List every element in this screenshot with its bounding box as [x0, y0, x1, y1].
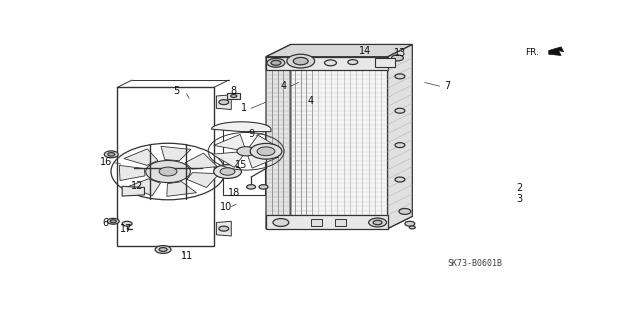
Circle shape — [250, 144, 282, 159]
Circle shape — [257, 147, 275, 156]
Polygon shape — [548, 47, 564, 56]
Polygon shape — [248, 153, 278, 168]
Text: 13: 13 — [394, 48, 406, 57]
Circle shape — [392, 55, 403, 61]
Circle shape — [395, 74, 405, 79]
Text: 4: 4 — [280, 81, 287, 91]
Text: 11: 11 — [180, 251, 193, 261]
Circle shape — [399, 209, 411, 214]
Bar — [266, 215, 388, 229]
Polygon shape — [120, 165, 145, 181]
Circle shape — [108, 152, 115, 156]
Text: 10: 10 — [220, 202, 232, 211]
Circle shape — [159, 248, 167, 251]
Polygon shape — [128, 179, 161, 196]
Text: 15: 15 — [235, 160, 248, 170]
Polygon shape — [122, 186, 145, 196]
Text: 2: 2 — [516, 183, 522, 193]
Polygon shape — [185, 153, 217, 169]
Circle shape — [395, 108, 405, 113]
Text: 18: 18 — [228, 188, 240, 198]
Circle shape — [395, 177, 405, 182]
Circle shape — [259, 185, 268, 189]
Circle shape — [373, 220, 382, 225]
Text: 5: 5 — [173, 86, 180, 96]
Bar — [335, 219, 346, 226]
Polygon shape — [249, 135, 280, 151]
Polygon shape — [187, 173, 219, 188]
Bar — [223, 129, 265, 196]
Polygon shape — [124, 149, 158, 165]
Circle shape — [405, 221, 415, 226]
Polygon shape — [216, 95, 231, 109]
Polygon shape — [227, 93, 240, 99]
Polygon shape — [388, 44, 412, 229]
Polygon shape — [214, 134, 244, 150]
Circle shape — [267, 58, 285, 67]
Circle shape — [231, 94, 237, 98]
Circle shape — [155, 246, 171, 254]
Circle shape — [214, 165, 241, 178]
Circle shape — [219, 100, 229, 105]
Circle shape — [410, 226, 415, 229]
Circle shape — [146, 160, 190, 182]
Circle shape — [220, 168, 235, 175]
Text: 3: 3 — [516, 194, 522, 204]
Text: 6: 6 — [103, 218, 109, 228]
Circle shape — [159, 167, 177, 176]
Circle shape — [104, 151, 118, 158]
Polygon shape — [211, 122, 271, 132]
Polygon shape — [216, 221, 231, 236]
Text: 7: 7 — [444, 81, 450, 91]
Text: 1: 1 — [241, 103, 247, 113]
Text: 17: 17 — [120, 224, 132, 234]
Polygon shape — [212, 152, 243, 167]
Text: 16: 16 — [100, 157, 113, 167]
Polygon shape — [161, 146, 191, 161]
Circle shape — [293, 57, 308, 65]
Text: 8: 8 — [230, 86, 237, 96]
Polygon shape — [375, 58, 395, 67]
Circle shape — [271, 60, 281, 65]
Circle shape — [369, 218, 387, 227]
Circle shape — [324, 60, 337, 66]
Text: SK73-B0601B: SK73-B0601B — [447, 258, 502, 268]
Circle shape — [273, 219, 289, 226]
Text: 9: 9 — [248, 129, 254, 139]
Text: FR.: FR. — [525, 48, 539, 57]
Bar — [266, 57, 388, 70]
Circle shape — [348, 60, 358, 64]
Polygon shape — [266, 216, 412, 229]
Polygon shape — [266, 44, 412, 57]
Polygon shape — [167, 182, 196, 197]
Text: 14: 14 — [359, 46, 371, 56]
Circle shape — [287, 54, 315, 68]
Text: 12: 12 — [131, 181, 143, 191]
Circle shape — [110, 220, 116, 223]
Circle shape — [246, 185, 255, 189]
Bar — [310, 219, 321, 226]
Bar — [266, 70, 388, 215]
Circle shape — [108, 218, 119, 224]
Circle shape — [395, 143, 405, 148]
Circle shape — [237, 147, 255, 156]
Circle shape — [122, 221, 132, 226]
Text: 4: 4 — [308, 96, 314, 106]
Circle shape — [219, 226, 229, 231]
Polygon shape — [266, 44, 291, 229]
